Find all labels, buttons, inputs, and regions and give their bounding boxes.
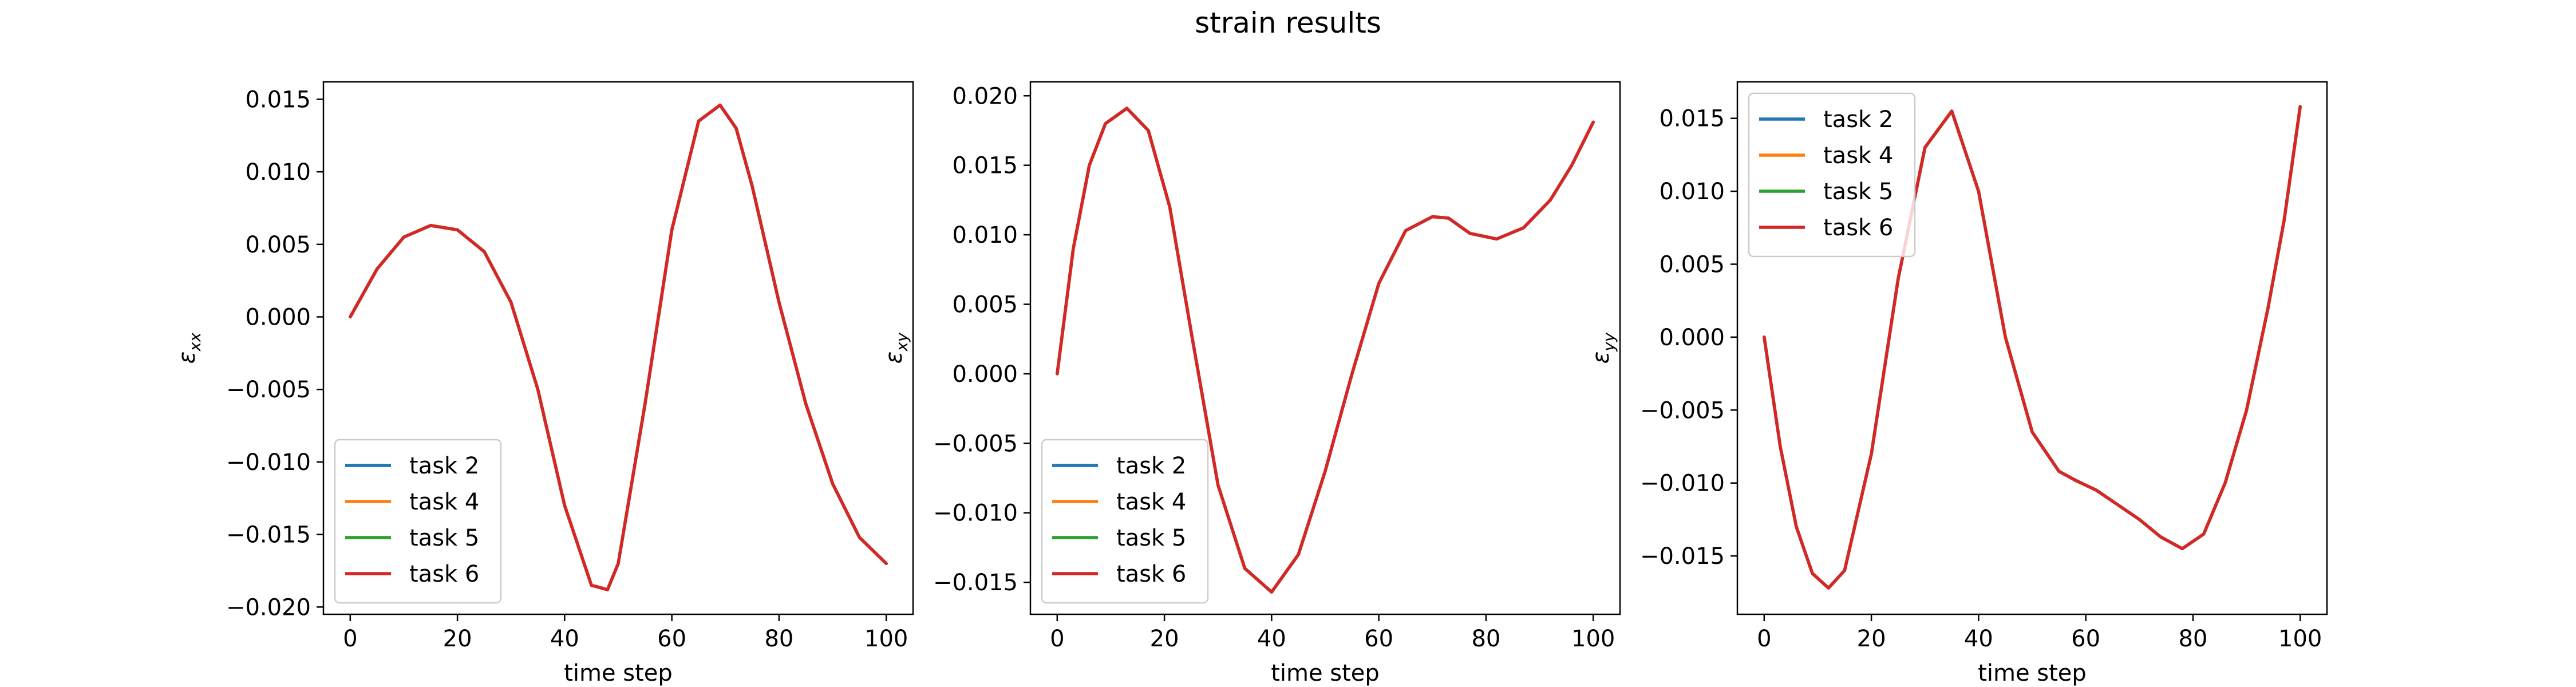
legend-label: task 6 bbox=[1116, 561, 1186, 587]
subplot-2: 0 20 40 60 80 100 −0.015 −0.010 −0.005 0.000 0.005… bbox=[881, 81, 1621, 686]
x-tick-label: 100 bbox=[864, 626, 908, 652]
series-line-task-6 bbox=[1056, 106, 1595, 594]
y-tick-label: −0.010 bbox=[226, 449, 311, 476]
legend-label: task 2 bbox=[1116, 453, 1186, 479]
series-line-task-6 bbox=[1763, 105, 2302, 590]
x-axis-label: time step bbox=[1271, 660, 1380, 686]
legend-label: task 5 bbox=[409, 525, 479, 551]
y-tick-label: −0.010 bbox=[1640, 471, 1725, 497]
y-tick-label: −0.020 bbox=[226, 594, 311, 621]
x-tick-label: 100 bbox=[1571, 626, 1615, 652]
y-tick-label: 0.005 bbox=[952, 292, 1018, 318]
y-tick-label: 0.015 bbox=[952, 153, 1018, 179]
x-tick-label: 60 bbox=[1364, 626, 1393, 652]
x-tick-label: 0 bbox=[1050, 626, 1064, 652]
legend-label: task 5 bbox=[1823, 179, 1893, 205]
legend: task 2 task 4 task 5 task 6 bbox=[1041, 439, 1209, 604]
x-tick-label: 100 bbox=[2278, 626, 2322, 652]
x-tick-label: 40 bbox=[1964, 626, 1993, 652]
x-tick-label: 20 bbox=[1857, 626, 1886, 652]
x-tick-label: 20 bbox=[1150, 626, 1179, 652]
y-tick-label: 0.005 bbox=[1659, 251, 1725, 278]
y-axis-label: εxy bbox=[881, 332, 911, 364]
axes-frame bbox=[322, 81, 914, 615]
x-tick-label: 60 bbox=[657, 626, 686, 652]
x-tick-label: 20 bbox=[443, 626, 472, 652]
x-tick-label: 0 bbox=[1757, 626, 1771, 652]
y-tick-label: −0.015 bbox=[226, 522, 311, 548]
legend-label: task 4 bbox=[409, 489, 479, 515]
y-tick-label: −0.010 bbox=[933, 500, 1018, 527]
legend-label: task 2 bbox=[1823, 106, 1893, 133]
legend: task 2 task 4 task 5 task 6 bbox=[334, 439, 502, 604]
x-axis-label: time step bbox=[564, 660, 673, 686]
y-tick-label: 0.015 bbox=[245, 86, 311, 113]
series-line-task-6 bbox=[349, 103, 888, 591]
y-tick-label: −0.015 bbox=[1640, 543, 1725, 570]
legend-label: task 6 bbox=[409, 561, 479, 587]
y-tick-label: −0.005 bbox=[933, 431, 1018, 457]
y-tick-label: 0.010 bbox=[1659, 179, 1725, 205]
axes-frame bbox=[1736, 81, 2328, 615]
x-tick-label: 40 bbox=[1257, 626, 1286, 652]
y-axis-label: εxx bbox=[174, 332, 204, 364]
legend-label: task 2 bbox=[409, 453, 479, 479]
x-axis-label: time step bbox=[1978, 660, 2087, 686]
legend-label: task 4 bbox=[1116, 489, 1186, 515]
subplot-3: 0 20 40 60 80 100 −0.015 −0.010 −0.005 0.000 0.005… bbox=[1588, 81, 2328, 686]
legend-box bbox=[1041, 439, 1209, 604]
y-tick-label: 0.000 bbox=[952, 361, 1018, 388]
subplot-1: 0 20 40 60 80 100 −0.020 −0.015 −0.010 −0.005 0.00… bbox=[174, 81, 914, 686]
legend-box bbox=[1748, 92, 1916, 258]
y-tick-label: −0.015 bbox=[933, 570, 1018, 596]
legend-label: task 6 bbox=[1823, 215, 1893, 241]
x-tick-label: 60 bbox=[2071, 626, 2100, 652]
legend-label: task 5 bbox=[1116, 525, 1186, 551]
y-tick-label: 0.005 bbox=[245, 232, 311, 258]
y-tick-label: −0.005 bbox=[226, 377, 311, 403]
figure-title: strain results bbox=[1195, 6, 1381, 40]
y-tick-label: 0.015 bbox=[1659, 106, 1725, 132]
subplots: 0 20 40 60 80 100 −0.020 −0.015 −0.010 −0.005 0.00… bbox=[174, 81, 2328, 686]
x-tick-label: 80 bbox=[2178, 626, 2207, 652]
legend: task 2 task 4 task 5 task 6 bbox=[1748, 92, 1916, 258]
y-tick-label: 0.000 bbox=[1659, 325, 1725, 351]
x-tick-label: 40 bbox=[550, 626, 579, 652]
legend-box bbox=[334, 439, 502, 604]
y-tick-label: 0.020 bbox=[952, 83, 1018, 109]
x-tick-label: 80 bbox=[764, 626, 793, 652]
legend-label: task 4 bbox=[1823, 143, 1893, 169]
y-tick-label: 0.010 bbox=[245, 159, 311, 185]
y-tick-label: 0.000 bbox=[245, 305, 311, 331]
y-tick-label: 0.010 bbox=[952, 222, 1018, 248]
y-tick-label: −0.005 bbox=[1640, 397, 1725, 424]
axes-frame bbox=[1029, 81, 1621, 615]
x-tick-label: 0 bbox=[343, 626, 357, 652]
x-tick-label: 80 bbox=[1471, 626, 1500, 652]
